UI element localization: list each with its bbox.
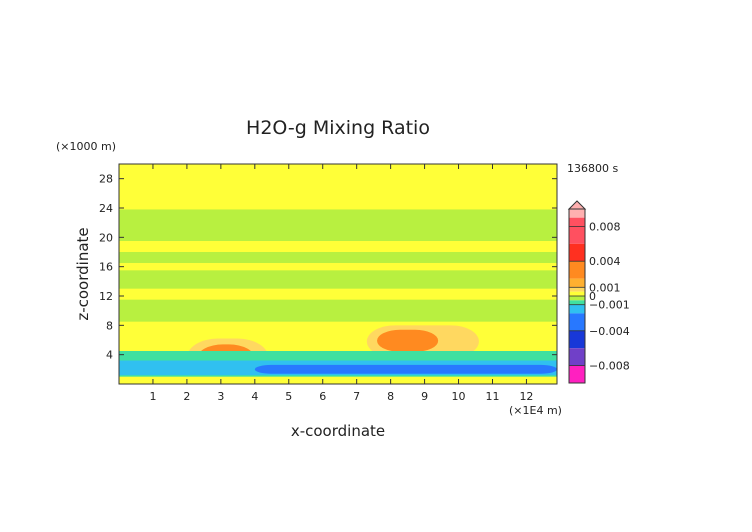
x-tick-label: 6 [319,390,326,403]
x-tick-label: 5 [285,390,292,403]
colorbar-tick-label: 0 [589,290,596,303]
y-tick-label: 20 [99,231,113,244]
plot-frame [118,163,558,385]
x-tick-label: 10 [452,390,466,403]
colorbar-tick-label: 0.004 [589,255,621,268]
colorbar-arrow [567,200,587,210]
x-tick-label: 8 [387,390,394,403]
x-tick-label: 3 [217,390,224,403]
y-unit-label: (×1000 m) [56,140,116,153]
colorbar-tick-label: −0.001 [589,299,630,312]
colorbar-band [569,330,585,349]
colorbar-tick-label: −0.008 [589,360,630,373]
contour-region [119,209,557,241]
colorbar-band [569,365,585,383]
x-axis-label: x-coordinate [291,422,385,440]
time-label: 136800 s [567,162,618,175]
colorbar-band [569,243,585,262]
x-unit-label: (×1E4 m) [509,404,562,417]
colorbar-band [569,287,585,292]
colorbar-band [569,209,585,218]
colorbar-tick-label: 0.008 [589,220,621,233]
colorbar-tick-label: −0.004 [589,325,630,338]
y-tick-label: 16 [99,261,113,274]
colorbar-band [569,261,585,279]
x-tick-label: 2 [183,390,190,403]
contour-region [254,364,557,374]
colorbar-tick-label: 0.001 [589,281,621,294]
x-tick-label: 4 [251,390,258,403]
colorbar-band [569,291,585,296]
colorbar-band [569,313,585,331]
y-ticks: 4 8 12 16 20 24 28 [99,173,557,362]
x-ticks: 1 2 3 4 5 6 7 8 9 10 11 12 [149,164,533,403]
colorbar [567,200,587,384]
colorbar-band [569,304,585,314]
colorbar-band [569,296,585,301]
colorbar-band [569,278,585,288]
y-tick-label: 28 [99,173,113,186]
y-tick-label: 8 [106,319,113,332]
y-tick-label: 24 [99,202,113,215]
x-tick-label: 12 [519,390,533,403]
x-tick-label: 9 [421,390,428,403]
contour-region [119,270,557,289]
contour-regions [119,209,557,377]
colorbar-band [569,217,585,244]
y-tick-label: 12 [99,290,113,303]
x-tick-label: 11 [485,390,499,403]
contour-region [377,329,439,352]
chart-title: H2O-g Mixing Ratio [246,117,430,139]
contour-region [119,252,557,263]
y-tick-label: 4 [106,349,113,362]
x-tick-label: 1 [149,390,156,403]
y-axis-label: z-coordinate [74,227,92,320]
colorbar-band [569,300,585,305]
x-tick-label: 7 [353,390,360,403]
colorbar-band [569,348,585,366]
contour-region [119,299,557,322]
